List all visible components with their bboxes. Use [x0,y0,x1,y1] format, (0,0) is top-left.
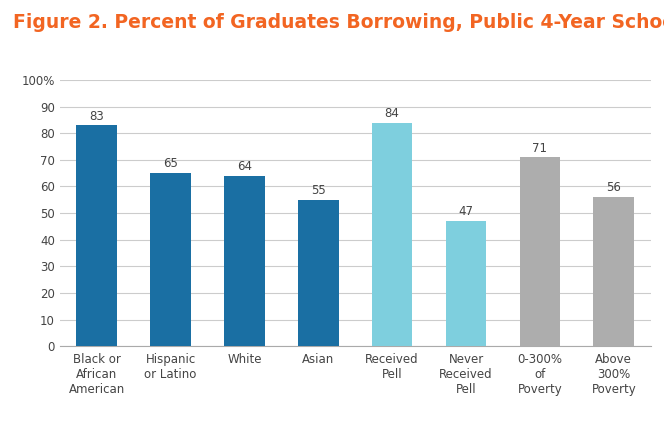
Bar [150,173,191,346]
Text: 84: 84 [384,107,400,120]
Text: 47: 47 [459,206,473,218]
Bar [446,221,486,346]
Bar [298,200,339,346]
Bar [76,125,117,346]
Text: 65: 65 [163,158,178,170]
Text: 56: 56 [606,182,622,194]
Text: Figure 2. Percent of Graduates Borrowing, Public 4-Year Schools: Figure 2. Percent of Graduates Borrowing… [13,13,664,32]
Bar [372,123,412,346]
Bar [594,197,634,346]
Text: 55: 55 [311,184,325,197]
Text: 83: 83 [90,110,104,123]
Bar [224,176,265,346]
Bar [520,157,560,346]
Text: 71: 71 [533,142,547,155]
Text: 64: 64 [237,160,252,173]
